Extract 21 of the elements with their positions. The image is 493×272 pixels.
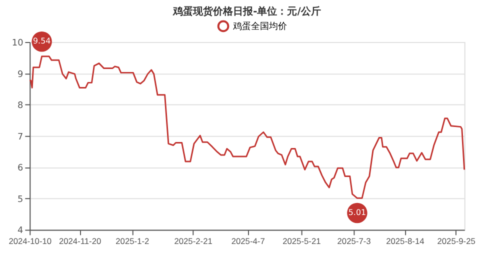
x-tick-label: 2025-5-21 bbox=[282, 236, 322, 246]
x-tick-label: 2025-9-25 bbox=[437, 236, 476, 246]
x-tick-label: 2025-2-21 bbox=[174, 236, 213, 246]
y-tick-label: 9 bbox=[18, 70, 24, 80]
line-series bbox=[28, 56, 466, 199]
x-tick-label: 2025-1-2 bbox=[116, 236, 150, 246]
legend-label: 鸡蛋全国均价 bbox=[232, 21, 288, 32]
y-tick-label: 6 bbox=[18, 164, 24, 174]
y-tick-label: 7 bbox=[18, 132, 24, 142]
x-tick-label: 2024-10-10 bbox=[8, 236, 52, 246]
x-tick-label: 2025-7-3 bbox=[337, 236, 372, 246]
y-tick-label: 8 bbox=[18, 101, 24, 112]
y-tick-label: 4 bbox=[18, 226, 24, 236]
x-tick-label: 2025-4-7 bbox=[231, 236, 266, 246]
annotation: 9.54 bbox=[33, 36, 51, 46]
chart-title: 鸡蛋现货价格日报-单位：元/公斤 bbox=[172, 5, 321, 18]
annotation: 5.01 bbox=[348, 208, 366, 217]
x-tick-label: 2024-11-20 bbox=[58, 236, 102, 246]
y-tick-label: 10 bbox=[12, 38, 24, 48]
x-tick-label: 2025-8-14 bbox=[386, 236, 425, 246]
y-tick-label: 5 bbox=[18, 194, 24, 205]
